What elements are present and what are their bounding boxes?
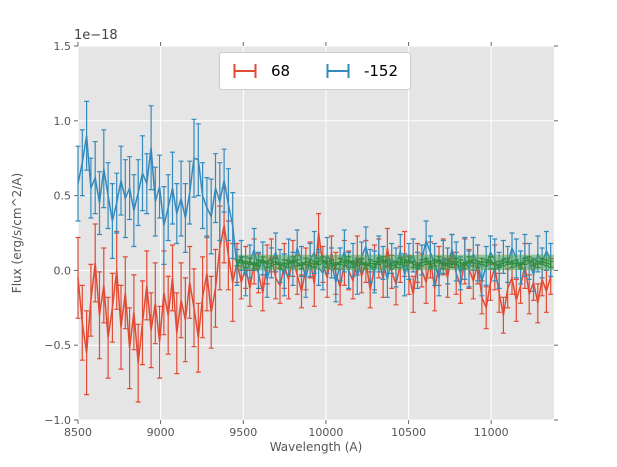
x-tick-label: 11000 <box>474 426 509 439</box>
y-tick-label: −0.5 <box>44 339 71 352</box>
plot-background <box>78 46 554 420</box>
x-axis-label: Wavelength (A) <box>269 440 363 454</box>
errorbar-glyph-icon <box>326 64 350 78</box>
y-tick-label: −1.0 <box>44 414 71 427</box>
x-tick-label: 9000 <box>147 426 175 439</box>
legend-label: -152 <box>363 61 398 80</box>
y-tick-label: 1.0 <box>54 115 72 128</box>
legend-label: 68 <box>271 61 291 80</box>
y-tick-label: 1.5 <box>54 40 72 53</box>
y-axis-label: Flux (erg/s/cm^2/A) <box>10 172 24 294</box>
series-reference-line <box>236 258 551 267</box>
y-tick-label: 0.5 <box>54 190 72 203</box>
legend-entry-minus152: -152 <box>325 63 398 79</box>
errorbar-glyph-icon <box>233 64 257 78</box>
x-tick-label: 9500 <box>229 426 257 439</box>
y-axis-offset-text: 1e−18 <box>74 28 118 43</box>
x-tick-label: 10000 <box>308 426 343 439</box>
legend-entry-68: 68 <box>232 63 290 79</box>
x-tick-label: 8500 <box>64 426 92 439</box>
legend: 68 -152 <box>219 52 411 90</box>
series-68-line <box>77 225 552 364</box>
x-tick-label: 10500 <box>391 426 426 439</box>
y-tick-label: 0.0 <box>54 264 72 277</box>
